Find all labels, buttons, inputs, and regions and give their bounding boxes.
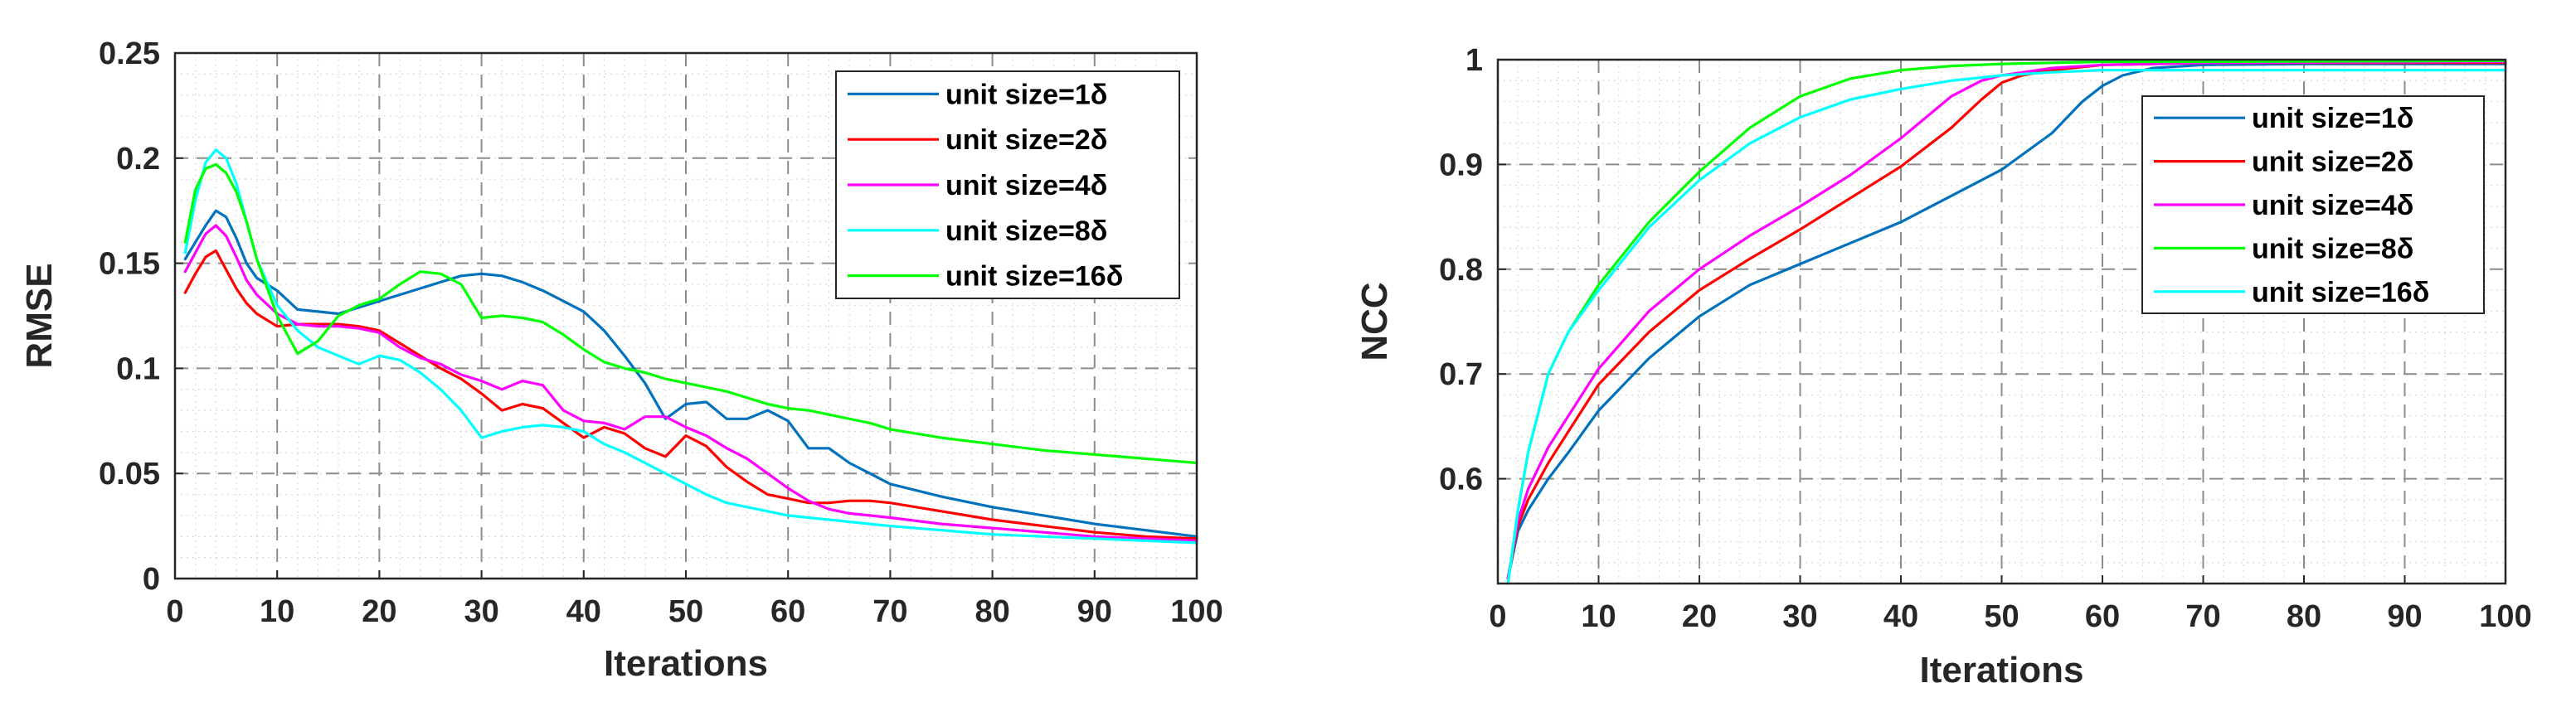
legend-label-5: unit size=16δ xyxy=(945,261,1123,293)
legend-label-3: unit size=4δ xyxy=(2252,190,2413,221)
series-line-3 xyxy=(183,224,1198,543)
series-line-5 xyxy=(183,162,1198,465)
y-axis-label: NCC xyxy=(1354,282,1395,361)
y-tick-label: 0 xyxy=(143,562,160,597)
legend-label-4: unit size=8δ xyxy=(2252,233,2413,264)
legend-label-3: unit size=4δ xyxy=(945,170,1107,201)
legend-label-4: unit size=8δ xyxy=(945,216,1107,247)
series-line-1 xyxy=(1506,62,2507,580)
x-tick-label: 70 xyxy=(872,594,907,629)
major-grid xyxy=(1498,60,2506,584)
y-tick-label: 0.1 xyxy=(116,351,160,386)
x-tick-label: 10 xyxy=(260,594,294,629)
series-line-3 xyxy=(1506,60,2507,580)
legend-label-1: unit size=1δ xyxy=(2252,103,2413,134)
series-line-5 xyxy=(1506,68,2507,585)
x-tick-label: 50 xyxy=(668,594,703,629)
x-tick-label: 60 xyxy=(770,594,805,629)
legend-label-2: unit size=2δ xyxy=(2252,147,2413,178)
y-tick-label: 0.15 xyxy=(99,247,160,282)
x-tick-label: 100 xyxy=(1170,594,1222,629)
y-axis-label: RMSE xyxy=(19,263,60,368)
legend-label-2: unit size=2δ xyxy=(945,124,1107,156)
x-tick-label: 70 xyxy=(2185,599,2220,634)
x-tick-label: 80 xyxy=(2287,599,2321,634)
y-tick-label: 0.05 xyxy=(99,457,160,492)
x-tick-label: 30 xyxy=(1782,599,1817,634)
chart-2: 0 10 20 30 40 50 60 70 80 90 100 0.6 0.7 0.8 0.9 1 Itera… xyxy=(1354,43,2532,690)
minor-grid xyxy=(1498,60,2506,584)
x-tick-label: 40 xyxy=(1883,599,1918,634)
y-tick-label: 0.7 xyxy=(1439,357,1483,392)
legend: unit size=1δ unit size=2δ unit size=4δ unit… xyxy=(835,70,1180,299)
x-axis-label: Iterations xyxy=(604,643,768,684)
x-tick-label: 20 xyxy=(362,594,396,629)
x-tick-label: 20 xyxy=(1682,599,1717,634)
series-line-1 xyxy=(183,209,1198,538)
x-tick-label: 0 xyxy=(166,594,183,629)
legend-label-5: unit size=16δ xyxy=(2252,277,2429,308)
series-lines xyxy=(183,148,1198,545)
legend-label-1: unit size=1δ xyxy=(945,79,1107,110)
x-tick-label: 50 xyxy=(1984,599,2019,634)
y-tick-label: 0.2 xyxy=(116,142,160,177)
y-tick-label: 0.8 xyxy=(1439,253,1483,288)
y-tick-label: 1 xyxy=(1465,43,1483,78)
series-lines xyxy=(1506,59,2507,585)
x-tick-label: 100 xyxy=(2479,599,2531,634)
x-tick-label: 80 xyxy=(975,594,1009,629)
x-tick-label: 30 xyxy=(464,594,498,629)
x-tick-label: 90 xyxy=(2387,599,2422,634)
x-tick-label: 40 xyxy=(566,594,601,629)
y-tick-label: 0.25 xyxy=(99,36,160,71)
y-tick-label: 0.6 xyxy=(1439,463,1483,497)
x-axis-label: Iterations xyxy=(1919,650,2083,690)
y-tick-label: 0.9 xyxy=(1439,148,1483,182)
x-tick-label: 10 xyxy=(1581,599,1616,634)
series-line-2 xyxy=(183,249,1198,540)
legend: unit size=1δ unit size=2δ unit size=4δ unit… xyxy=(2141,95,2485,314)
x-tick-label: 90 xyxy=(1077,594,1112,629)
chart-1: 0 10 20 30 40 50 60 70 80 90 100 0 0.05 0.1 0.15 0.2 0.2… xyxy=(19,36,1223,684)
x-tick-label: 0 xyxy=(1489,599,1506,634)
x-tick-label: 60 xyxy=(2085,599,2120,634)
